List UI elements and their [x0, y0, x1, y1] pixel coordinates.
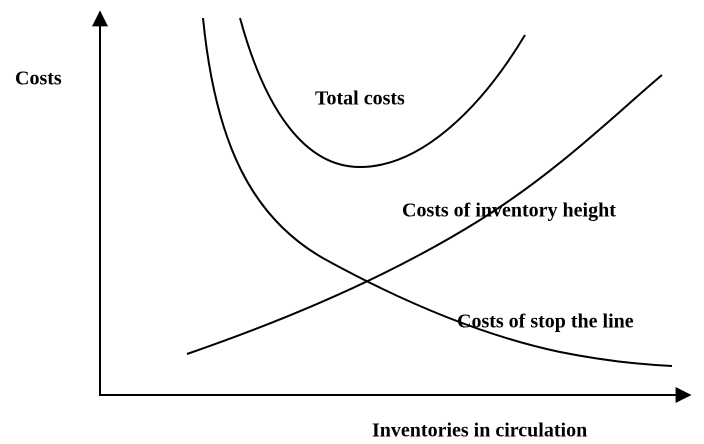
stop-line-curve	[202, 17, 673, 367]
total-costs-curve	[239, 17, 526, 169]
x-axis-label: Inventories in circulation	[372, 420, 587, 442]
y-axis-label: Costs	[15, 68, 62, 90]
curve-label: Costs of stop the line	[457, 311, 634, 333]
inventory-height-curve	[186, 74, 663, 355]
curve-label: Total costs	[315, 88, 405, 110]
curve-label: Costs of inventory height	[402, 200, 616, 222]
